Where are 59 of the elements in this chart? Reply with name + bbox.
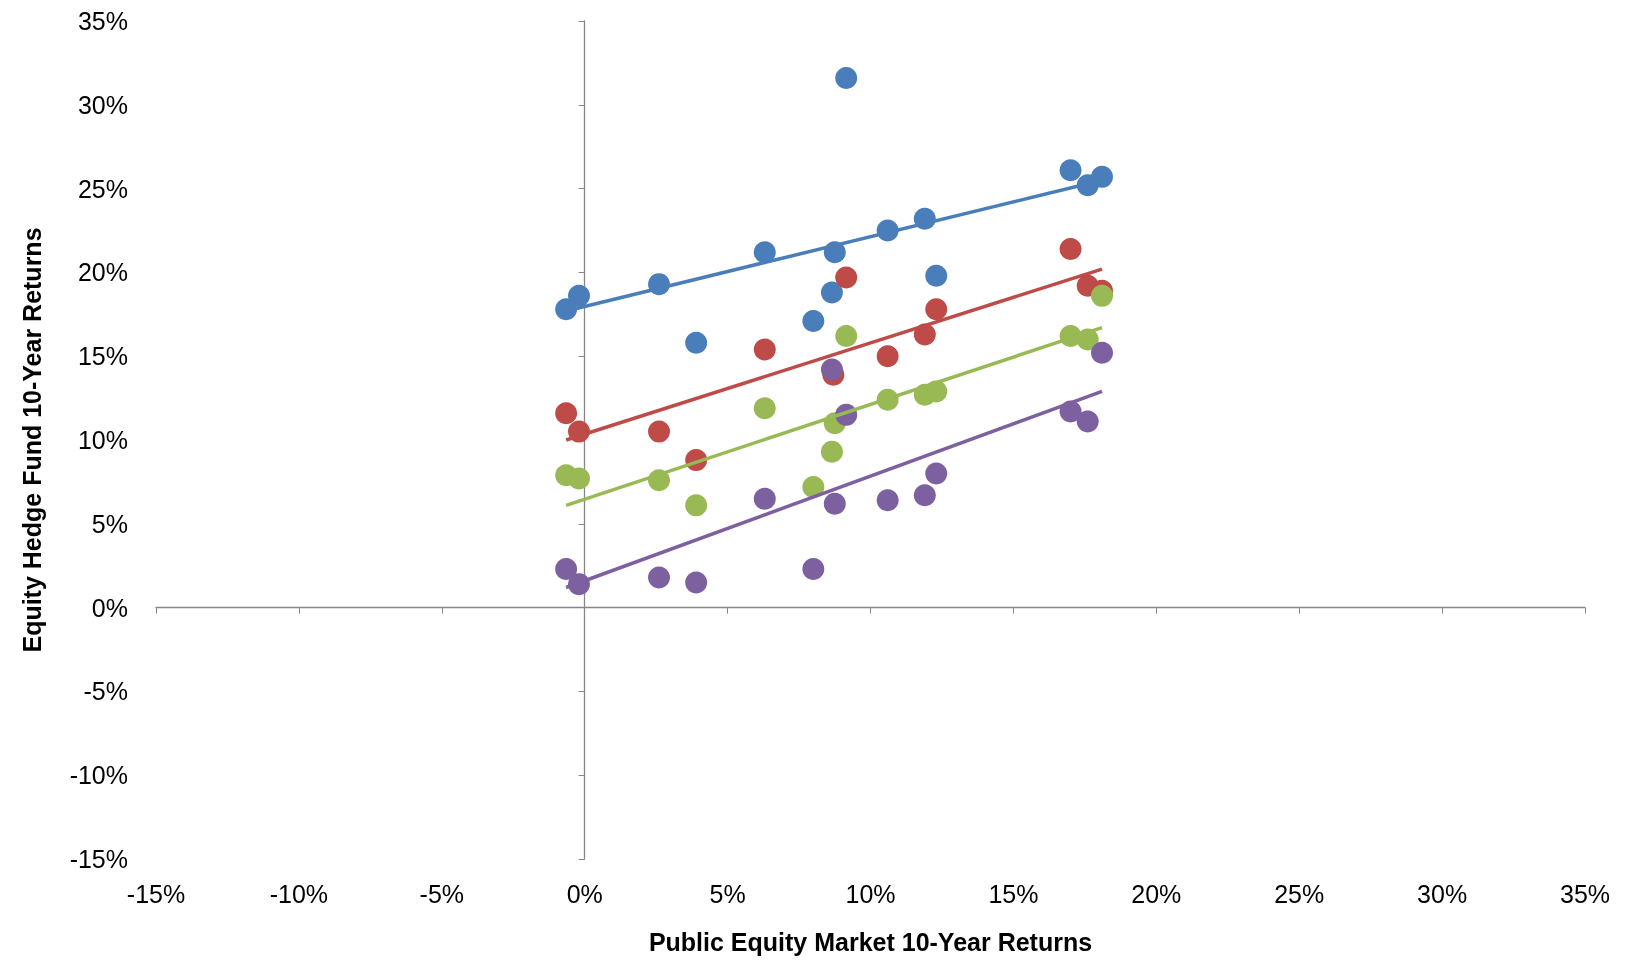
point (820, 440, 843, 463)
x-tick-label: 15% (988, 879, 1039, 908)
point (802, 558, 825, 581)
point (753, 338, 776, 361)
point (648, 420, 671, 443)
point (685, 331, 708, 354)
y-tick-label: 25% (77, 174, 128, 203)
point (1059, 237, 1082, 260)
point (820, 281, 843, 304)
x-tick-label: 10% (845, 879, 896, 908)
point (835, 66, 858, 89)
point (925, 298, 948, 321)
point (1091, 165, 1113, 188)
x-axis-title: Public Equity Market 10-Year Returns (648, 927, 1093, 956)
x-tick-label: 5% (709, 879, 746, 908)
point (555, 402, 578, 425)
point (1091, 341, 1113, 364)
point (820, 358, 843, 381)
point (913, 484, 936, 507)
x-tick-label: 20% (1131, 879, 1182, 908)
y-tick-label: 30% (77, 90, 128, 119)
y-tick-label: 35% (77, 7, 128, 35)
x-tick-label: 35% (1559, 879, 1611, 908)
point (568, 467, 590, 490)
y-tick-label: 10% (77, 426, 128, 454)
y-tick-label: 20% (77, 258, 128, 287)
point (1059, 159, 1082, 182)
point (685, 571, 708, 594)
x-tick-label: -10% (269, 879, 329, 908)
y-tick-label: -10% (69, 761, 128, 790)
y-tick-label: 0% (91, 593, 128, 622)
y-tick-label: 5% (91, 509, 128, 538)
y-tick-label: -5% (83, 677, 128, 706)
point (802, 310, 825, 332)
x-tick-label: -15% (126, 879, 186, 908)
x-tick-label: 0% (566, 879, 603, 908)
x-tick-label: 25% (1274, 879, 1325, 908)
x-tick-label: -5% (419, 879, 465, 908)
point (555, 558, 578, 581)
y-tick-label: -15% (69, 845, 128, 873)
y-axis-title: Equity Hedge Fund 10-Year Returns (17, 227, 46, 653)
y-tick-label: 15% (77, 342, 128, 371)
point (802, 475, 825, 498)
point (925, 462, 948, 485)
point (753, 487, 776, 510)
point (648, 566, 671, 589)
point (876, 489, 899, 512)
point (925, 264, 948, 287)
point (1076, 410, 1099, 433)
point (876, 345, 899, 368)
point (685, 494, 708, 517)
point (1091, 284, 1113, 307)
point (835, 325, 858, 348)
point (823, 492, 846, 515)
x-tick-label: 30% (1417, 879, 1468, 908)
point (753, 241, 776, 264)
point (568, 284, 590, 307)
point (835, 266, 858, 289)
point (753, 397, 776, 420)
